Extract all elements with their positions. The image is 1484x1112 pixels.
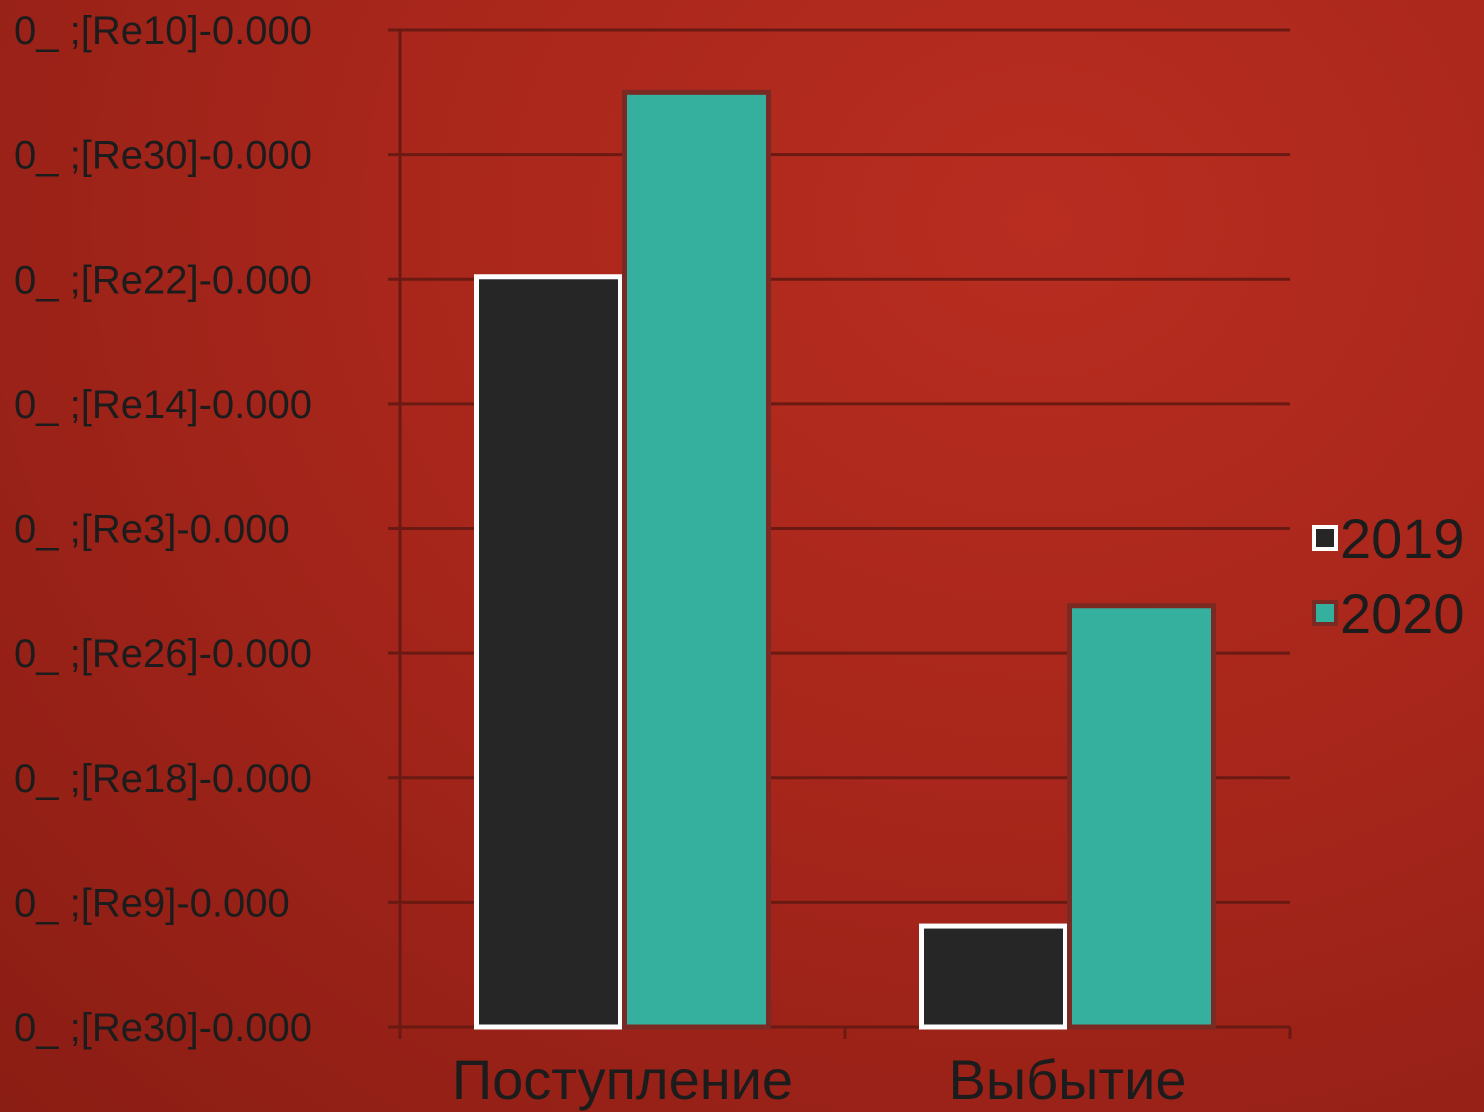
y-tick-label: 0_ ;[Re26]-0.000 <box>14 632 312 676</box>
bar-2020-2 <box>1067 603 1216 1030</box>
legend-label-2020: 2020 <box>1340 582 1465 645</box>
x-category-label: Поступление <box>452 1048 793 1111</box>
bar-2020-1 <box>622 89 771 1030</box>
y-tick-label: 0_ ;[Re30]-0.000 <box>14 1006 312 1050</box>
y-tick-label: 0_ ;[Re22]-0.000 <box>14 258 312 302</box>
bars <box>474 89 1216 1030</box>
y-tick-label: 0_ ;[Re3]-0.000 <box>14 508 290 552</box>
x-category-labels: Поступление Выбытие <box>452 1048 1187 1111</box>
bar-2019-2 <box>919 923 1068 1030</box>
y-tick-label: 0_ ;[Re9]-0.000 <box>14 881 290 925</box>
bar-2019-1 <box>474 274 623 1030</box>
legend-label-2019: 2019 <box>1340 507 1465 570</box>
y-tick-label: 0_ ;[Re30]-0.000 <box>14 134 312 178</box>
y-tick-label: 0_ ;[Re14]-0.000 <box>14 383 312 427</box>
y-tick-label: 0_ ;[Re18]-0.000 <box>14 757 312 801</box>
legend-swatch-2019 <box>1312 525 1338 551</box>
y-tick-labels: 0_ ;[Re30]-0.000 0_ ;[Re9]-0.000 0_ ;[Re18… <box>14 9 312 1050</box>
legend: 2019 2020 <box>1312 507 1465 645</box>
legend-swatch-2020 <box>1312 600 1338 626</box>
y-tick-label: 0_ ;[Re10]-0.000 <box>14 9 312 53</box>
x-category-label: Выбытие <box>949 1048 1187 1111</box>
